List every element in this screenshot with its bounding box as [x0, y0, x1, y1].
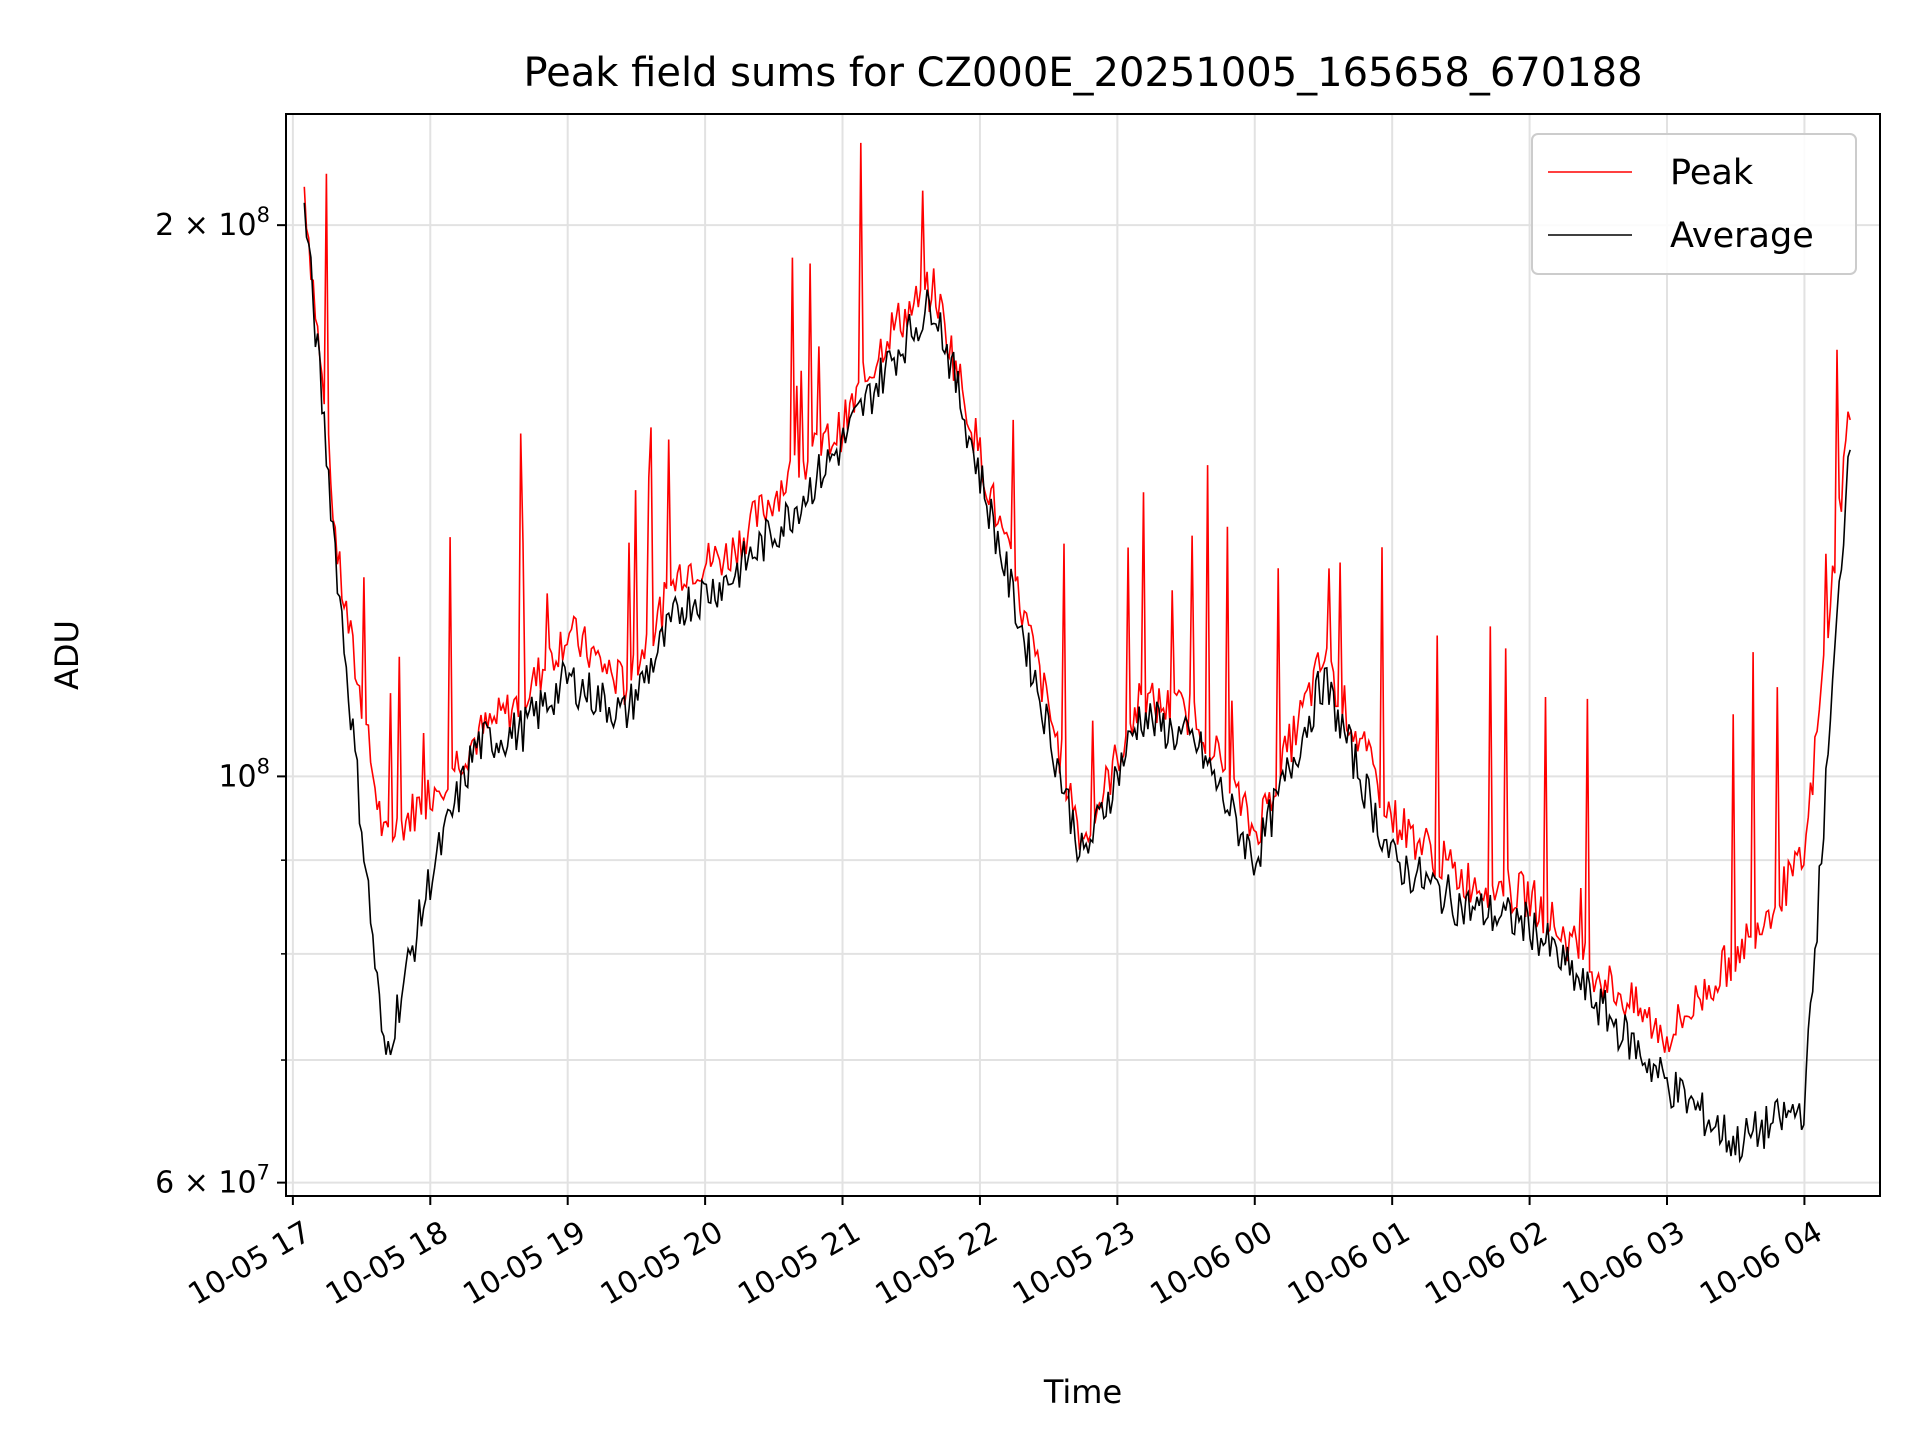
legend-label: Average: [1670, 216, 1814, 256]
grid: [286, 114, 1880, 1196]
x-axis-title: Time: [1043, 1373, 1122, 1411]
series-line-average: [303, 202, 1851, 1164]
y-axis: 6 × 107 108 2 × 108: [155, 203, 286, 1201]
plot-frame: [285, 113, 1881, 1197]
legend-box: [1531, 133, 1857, 275]
legend: Peak Average: [1531, 133, 1857, 275]
plot-lines: [303, 142, 1851, 1164]
legend-label: Peak: [1670, 153, 1754, 193]
chart-title: Peak field sums for CZ000E_20251005_1656…: [523, 50, 1642, 96]
y-axis-title: ADU: [48, 620, 86, 690]
y-tick-label: 6 × 107: [155, 1161, 270, 1201]
y-tick-label: 2 × 108: [155, 203, 270, 243]
y-tick-label: 108: [218, 754, 270, 794]
series-line-peak: [303, 142, 1851, 1053]
